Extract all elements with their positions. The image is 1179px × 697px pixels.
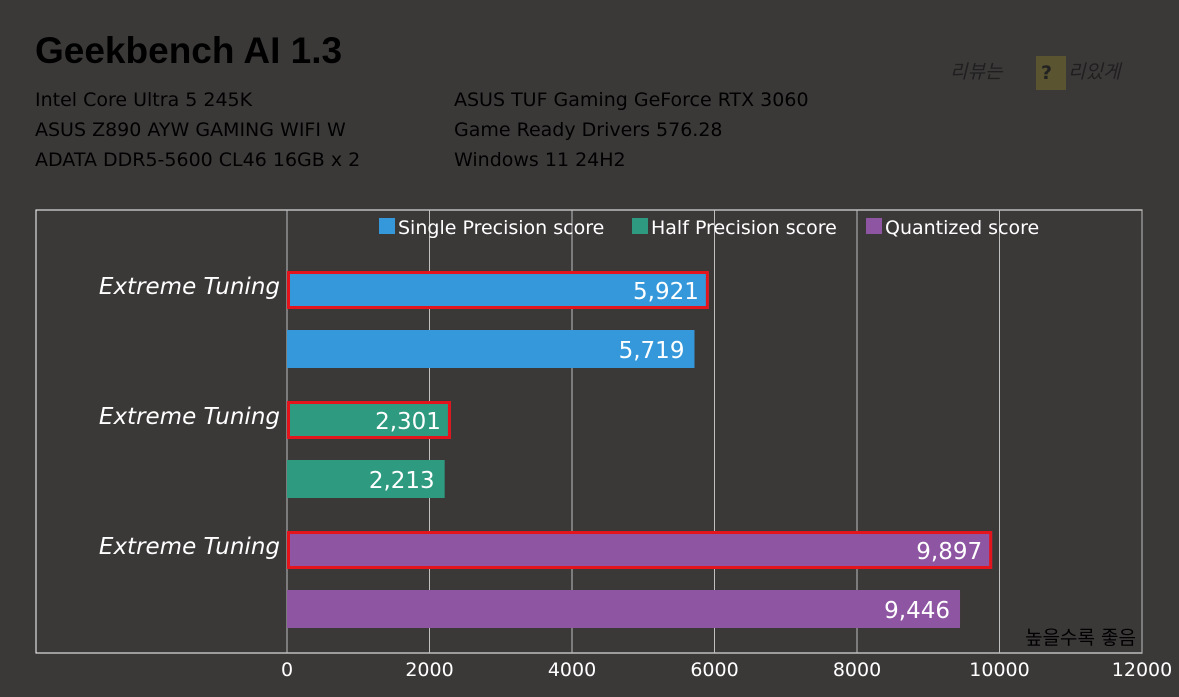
bars: 5,921 5,719 2,301 2,213 9,897 9,446 — [287, 271, 993, 628]
spec-memory: ADATA DDR5-5600 CL46 16GB x 2 — [35, 149, 360, 171]
x-tick-label: 6000 — [690, 659, 738, 681]
watermark-suffix: 리있게 — [1068, 61, 1123, 83]
x-tick-label: 12000 — [1112, 659, 1172, 681]
bar — [287, 531, 993, 569]
x-tick-label: 4000 — [548, 659, 596, 681]
x-tick-label: 10000 — [969, 659, 1029, 681]
spec-driver: Game Ready Drivers 576.28 — [454, 119, 723, 141]
chart-title: Geekbench AI 1.3 — [35, 30, 342, 71]
watermark-logo: 리뷰는 ? 리있게 — [950, 56, 1123, 90]
bar — [287, 401, 451, 439]
bar-highlight — [287, 271, 709, 309]
watermark-badge-char: ? — [1041, 62, 1052, 84]
spec-motherboard: ASUS Z890 AYW GAMING WIFI W — [35, 119, 346, 141]
bar-value-label: 9,446 — [884, 598, 950, 624]
category-labels: Extreme Tuning Extreme Tuning Extreme Tuni… — [99, 274, 280, 560]
legend-label: Quantized score — [885, 217, 1039, 239]
legend-swatch — [632, 218, 648, 234]
x-tick-label: 0 — [281, 659, 293, 681]
spec-cpu: Intel Core Ultra 5 245K — [35, 89, 253, 111]
bar-value-label: 5,719 — [619, 338, 685, 364]
bar-value-label: 9,897 — [916, 539, 982, 565]
bar — [287, 330, 695, 368]
legend-label: Single Precision score — [398, 217, 604, 239]
bar — [287, 460, 445, 498]
legend-label: Half Precision score — [651, 217, 837, 239]
legend-swatch — [379, 218, 395, 234]
x-tick-label: 2000 — [405, 659, 453, 681]
spec-os: Windows 11 24H2 — [454, 149, 626, 171]
x-axis-ticks: 0 2000 4000 6000 8000 10000 12000 — [281, 659, 1172, 681]
bar-value-label: 2,301 — [375, 409, 441, 435]
category-label: Extreme Tuning — [99, 534, 280, 560]
bar-highlight — [287, 401, 451, 439]
spec-gpu: ASUS TUF Gaming GeForce RTX 3060 — [454, 89, 809, 111]
bar — [287, 271, 709, 309]
bar-value-label: 2,213 — [369, 468, 435, 494]
legend: Single Precision score Half Precision sco… — [379, 217, 1039, 239]
watermark-badge — [1036, 56, 1066, 90]
bar-value-label: 5,921 — [633, 279, 699, 305]
bar-highlight — [287, 531, 993, 569]
higher-is-better-note: 높을수록 좋음 — [1025, 627, 1136, 649]
watermark-prefix: 리뷰는 — [950, 61, 1004, 83]
category-label: Extreme Tuning — [99, 404, 280, 430]
legend-swatch — [866, 218, 882, 234]
x-tick-label: 8000 — [833, 659, 881, 681]
category-label: Extreme Tuning — [99, 274, 280, 300]
bar — [287, 590, 961, 628]
